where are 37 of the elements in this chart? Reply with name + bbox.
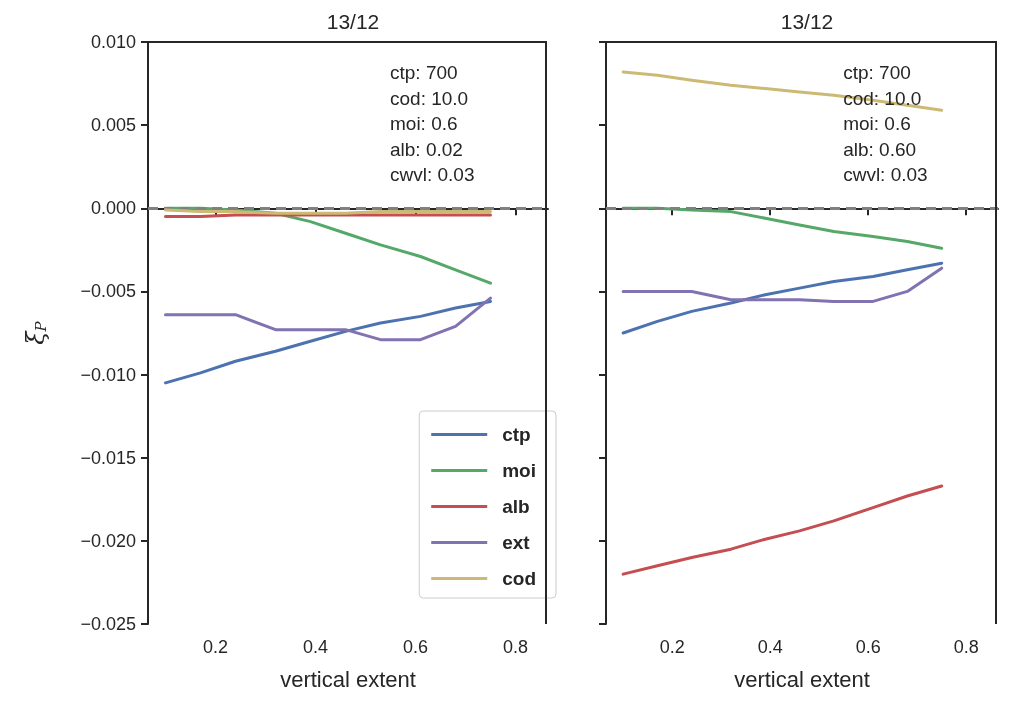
- y-tick-label: 0.010: [90, 32, 136, 52]
- legend-label: ctp: [502, 424, 531, 445]
- x-tick-label: 0.2: [659, 637, 685, 657]
- y-tick-label: −0.005: [80, 281, 136, 302]
- annotation: cod: 10.0: [390, 87, 469, 109]
- y-tick-label: −0.020: [80, 530, 136, 551]
- legend-label: alb: [502, 496, 530, 517]
- x-tick-label: 0.8: [953, 637, 979, 657]
- annotation: ctp: 700: [843, 62, 911, 84]
- x-tick-label: 0.4: [302, 637, 329, 657]
- chart-title: 13/12: [326, 10, 380, 33]
- y-tick-label: 0.005: [90, 115, 136, 136]
- y-tick-label: −0.015: [80, 447, 136, 468]
- x-tick-label: 0.6: [855, 637, 881, 657]
- x-tick-label: 0.2: [202, 637, 229, 657]
- annotation: moi: 0.6: [843, 113, 911, 135]
- y-tick-label: −0.010: [80, 364, 136, 385]
- legend-label: cod: [502, 568, 536, 589]
- annotation: cwvl: 0.03: [843, 164, 928, 186]
- y-tick-label: 0.000: [90, 198, 136, 219]
- annotation: ctp: 700: [390, 62, 458, 84]
- y-tick-label: −0.025: [80, 614, 136, 634]
- x-axis-title: vertical extent: [734, 666, 870, 692]
- x-tick-label: 0.8: [502, 637, 529, 657]
- annotation: alb: 0.02: [390, 138, 463, 160]
- legend-label: ext: [502, 532, 531, 553]
- y-axis-title: ξP: [21, 320, 50, 345]
- annotation: cwvl: 0.03: [390, 164, 475, 186]
- x-tick-label: 0.4: [757, 637, 783, 657]
- annotation: moi: 0.6: [390, 113, 458, 135]
- chart-title: 13/12: [780, 10, 834, 33]
- legend-label: moi: [502, 460, 536, 481]
- x-axis-title: vertical extent: [280, 666, 416, 692]
- x-tick-label: 0.6: [402, 637, 429, 657]
- annotation: alb: 0.60: [843, 138, 917, 160]
- line-series: [164, 296, 492, 342]
- line-series: [164, 299, 492, 385]
